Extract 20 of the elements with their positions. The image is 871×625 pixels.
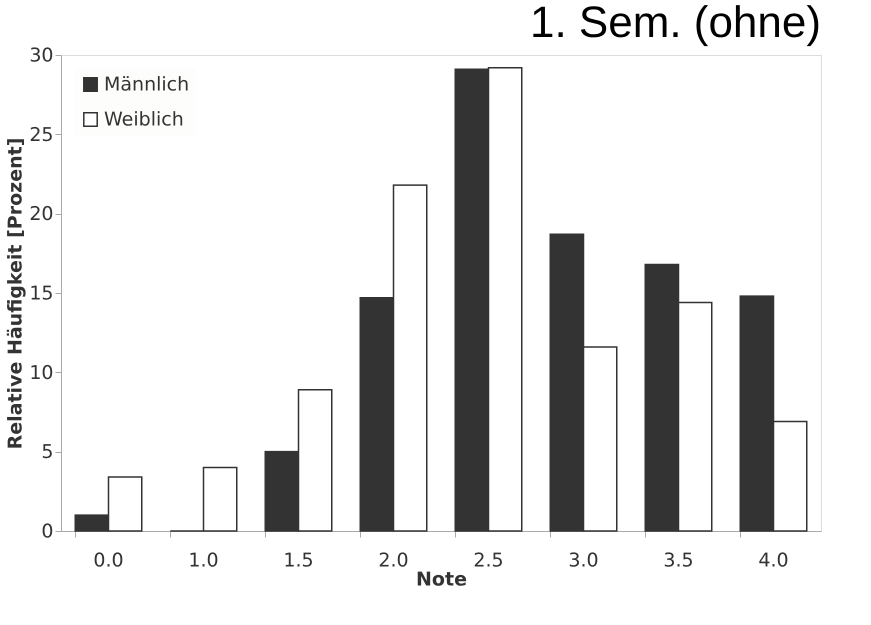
y-axis-title: Relative Häufigkeit [Prozent] (4, 138, 26, 450)
y-tick-label: 30 (29, 44, 54, 66)
x-tick-label: 1.0 (188, 550, 219, 572)
x-axis-title: Note (416, 568, 467, 590)
y-tick-label: 20 (29, 203, 54, 226)
y-tick-label: 25 (29, 124, 54, 146)
x-tick-label: 1.5 (283, 550, 314, 572)
x-tick-label: 4.0 (758, 550, 789, 572)
x-tick-label: 2.0 (378, 550, 409, 572)
y-tick-label: 10 (29, 362, 54, 384)
y-tick-label: 5 (41, 441, 54, 464)
x-tick-label: 0.0 (93, 550, 124, 572)
legend-label: Männlich (104, 74, 190, 96)
x-tick-label: 3.0 (568, 550, 599, 572)
y-tick-label: 15 (29, 282, 54, 304)
x-tick-label: 3.5 (663, 550, 694, 572)
x-tick-label: 2.5 (473, 550, 504, 572)
chart-title: 1. Sem. (ohne) (530, 0, 821, 47)
y-tick-label: 0 (41, 520, 54, 542)
legend-label: Weiblich (104, 108, 184, 130)
